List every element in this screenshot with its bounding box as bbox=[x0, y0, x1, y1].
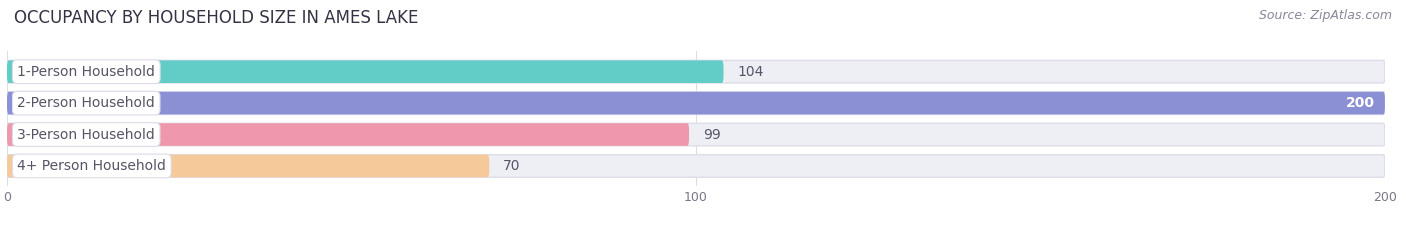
Text: 4+ Person Household: 4+ Person Household bbox=[17, 159, 166, 173]
FancyBboxPatch shape bbox=[7, 92, 1385, 114]
FancyBboxPatch shape bbox=[7, 60, 724, 83]
Text: 99: 99 bbox=[703, 127, 721, 141]
FancyBboxPatch shape bbox=[7, 92, 1385, 114]
Text: 3-Person Household: 3-Person Household bbox=[17, 127, 155, 141]
Text: OCCUPANCY BY HOUSEHOLD SIZE IN AMES LAKE: OCCUPANCY BY HOUSEHOLD SIZE IN AMES LAKE bbox=[14, 9, 419, 27]
Text: 2-Person Household: 2-Person Household bbox=[17, 96, 155, 110]
FancyBboxPatch shape bbox=[7, 123, 1385, 146]
FancyBboxPatch shape bbox=[7, 155, 489, 177]
FancyBboxPatch shape bbox=[7, 123, 689, 146]
FancyBboxPatch shape bbox=[7, 155, 1385, 177]
Text: 104: 104 bbox=[737, 65, 763, 79]
FancyBboxPatch shape bbox=[7, 60, 1385, 83]
Text: 200: 200 bbox=[1346, 96, 1375, 110]
Text: Source: ZipAtlas.com: Source: ZipAtlas.com bbox=[1258, 9, 1392, 22]
Text: 1-Person Household: 1-Person Household bbox=[17, 65, 155, 79]
Text: 70: 70 bbox=[503, 159, 520, 173]
